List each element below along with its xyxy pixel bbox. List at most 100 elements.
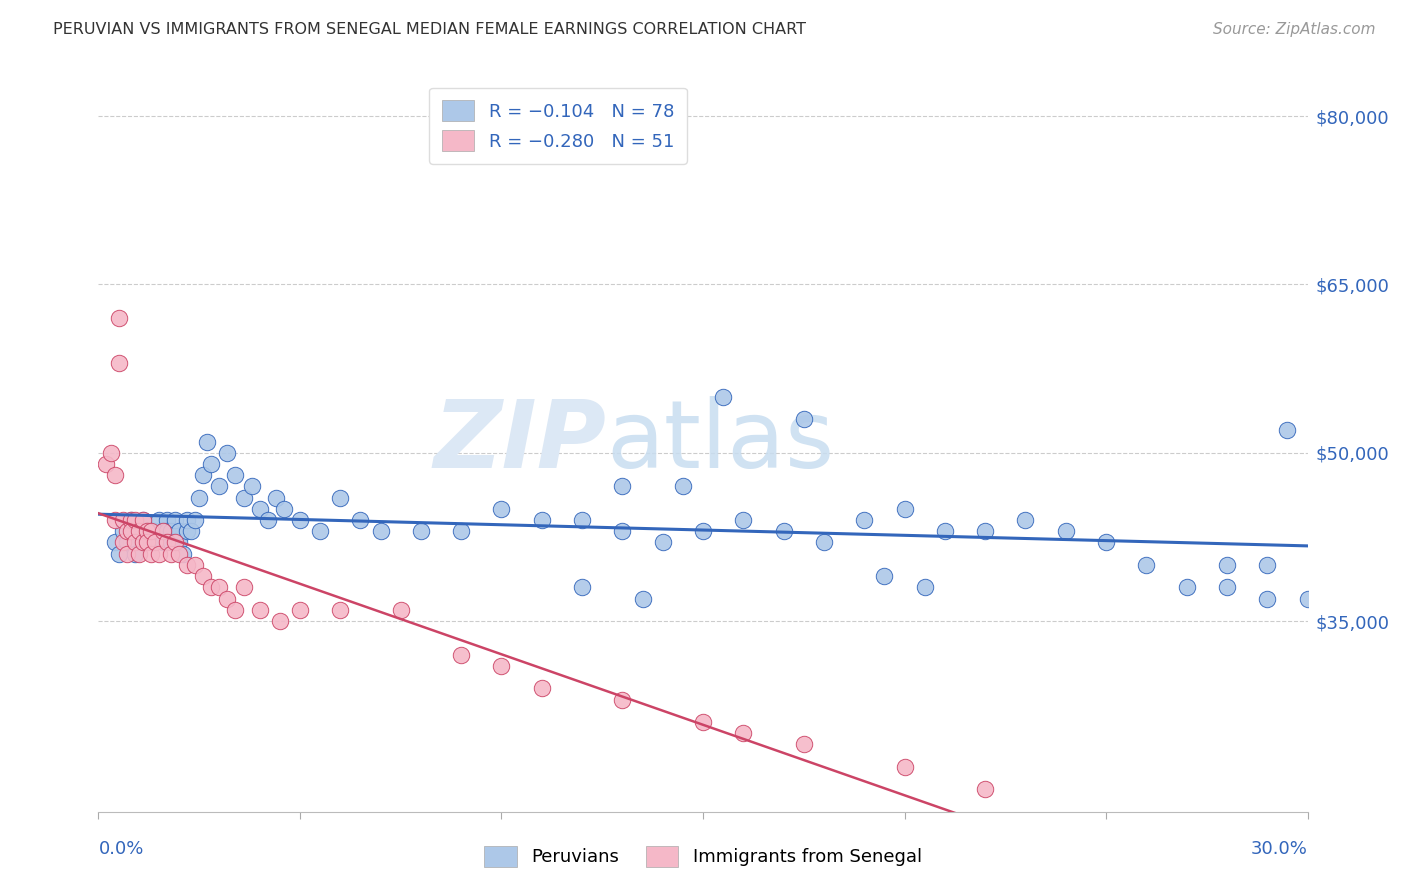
Point <box>288 513 311 527</box>
Point <box>160 535 183 549</box>
Text: 0.0%: 0.0% <box>98 839 143 858</box>
Point <box>269 614 291 628</box>
Point <box>120 524 142 539</box>
Point <box>873 569 896 583</box>
Point <box>115 524 138 539</box>
Point <box>148 547 170 561</box>
Point <box>152 524 174 539</box>
Point <box>124 547 146 561</box>
Point <box>107 356 129 370</box>
Point <box>370 524 392 539</box>
Point <box>264 491 287 505</box>
Text: PERUVIAN VS IMMIGRANTS FROM SENEGAL MEDIAN FEMALE EARNINGS CORRELATION CHART: PERUVIAN VS IMMIGRANTS FROM SENEGAL MEDI… <box>53 22 807 37</box>
Point <box>1054 524 1077 539</box>
Point <box>143 535 166 549</box>
Point <box>1256 558 1278 572</box>
Point <box>409 524 432 539</box>
Point <box>530 513 553 527</box>
Point <box>103 468 125 483</box>
Point <box>139 524 162 539</box>
Point <box>1256 591 1278 606</box>
Point <box>120 513 142 527</box>
Point <box>132 513 155 527</box>
Point <box>232 491 254 505</box>
Point <box>934 524 956 539</box>
Point <box>772 524 794 539</box>
Point <box>389 603 412 617</box>
Point <box>132 535 155 549</box>
Point <box>176 513 198 527</box>
Point <box>167 547 190 561</box>
Point <box>349 513 371 527</box>
Point <box>217 591 239 606</box>
Point <box>193 569 215 583</box>
Point <box>651 535 673 549</box>
Point <box>450 648 472 662</box>
Point <box>974 782 997 797</box>
Point <box>612 479 634 493</box>
Point <box>1277 423 1299 437</box>
Text: ZIP: ZIP <box>433 395 606 488</box>
Point <box>96 457 118 471</box>
Point <box>152 535 174 549</box>
Point <box>200 457 222 471</box>
Point <box>224 468 246 483</box>
Point <box>188 491 211 505</box>
Point <box>309 524 332 539</box>
Point <box>692 714 714 729</box>
Point <box>128 547 150 561</box>
Point <box>160 524 183 539</box>
Point <box>631 591 654 606</box>
Point <box>103 513 125 527</box>
Point <box>103 535 125 549</box>
Point <box>176 558 198 572</box>
Point <box>853 513 876 527</box>
Point <box>148 513 170 527</box>
Point <box>733 513 755 527</box>
Point <box>184 513 207 527</box>
Point <box>612 692 634 706</box>
Legend: R = −0.104   N = 78, R = −0.280   N = 51: R = −0.104 N = 78, R = −0.280 N = 51 <box>429 87 686 164</box>
Point <box>135 535 157 549</box>
Point <box>115 535 138 549</box>
Point <box>176 524 198 539</box>
Point <box>491 501 513 516</box>
Point <box>111 524 134 539</box>
Point <box>200 580 222 594</box>
Point <box>249 603 271 617</box>
Point <box>195 434 218 449</box>
Point <box>672 479 695 493</box>
Point <box>692 524 714 539</box>
Point <box>172 547 194 561</box>
Point <box>128 524 150 539</box>
Point <box>143 524 166 539</box>
Point <box>156 524 179 539</box>
Point <box>111 513 134 527</box>
Point <box>208 580 231 594</box>
Point <box>184 558 207 572</box>
Point <box>288 603 311 617</box>
Point <box>1175 580 1198 594</box>
Point <box>256 513 278 527</box>
Point <box>1216 558 1239 572</box>
Point <box>135 524 157 539</box>
Point <box>120 513 142 527</box>
Point <box>733 726 755 740</box>
Point <box>793 738 815 752</box>
Point <box>530 681 553 696</box>
Point <box>224 603 246 617</box>
Point <box>156 535 179 549</box>
Text: atlas: atlas <box>606 395 835 488</box>
Point <box>571 513 593 527</box>
Point <box>100 446 122 460</box>
Point <box>974 524 997 539</box>
Point <box>208 479 231 493</box>
Point <box>1216 580 1239 594</box>
Point <box>232 580 254 594</box>
Point <box>128 524 150 539</box>
Point <box>329 603 352 617</box>
Point <box>107 547 129 561</box>
Point <box>329 491 352 505</box>
Point <box>107 311 129 326</box>
Point <box>156 513 179 527</box>
